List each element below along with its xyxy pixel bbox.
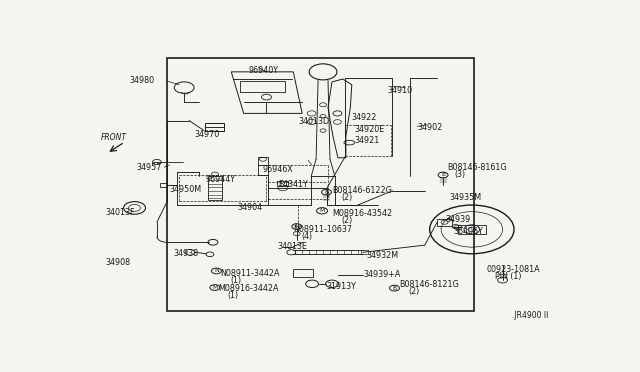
Text: B08146-6122G: B08146-6122G (332, 186, 392, 195)
Text: 34932M: 34932M (367, 251, 399, 260)
Text: 34013D: 34013D (298, 118, 330, 126)
Bar (240, 81, 285, 92)
Text: 34935M: 34935M (449, 193, 482, 202)
Text: (1): (1) (230, 276, 241, 285)
Text: M08916-43542: M08916-43542 (332, 209, 392, 218)
Text: (3): (3) (454, 170, 466, 179)
Text: 34921: 34921 (355, 136, 380, 145)
Bar (361, 250, 367, 254)
Bar (167, 58, 474, 311)
Text: 34938: 34938 (173, 249, 198, 258)
Text: M: M (212, 285, 218, 290)
Text: 34902: 34902 (417, 123, 442, 132)
Text: 34957: 34957 (136, 163, 161, 172)
Text: E4341Y: E4341Y (278, 180, 308, 189)
Text: (2): (2) (341, 193, 353, 202)
Text: N: N (294, 224, 299, 229)
Text: 34950M: 34950M (169, 185, 202, 194)
Bar (208, 176, 222, 200)
Text: (2): (2) (341, 216, 353, 225)
Text: 34910: 34910 (388, 86, 413, 95)
Bar (277, 181, 289, 186)
Text: 96940Y: 96940Y (249, 66, 278, 75)
Text: 34939: 34939 (445, 215, 470, 224)
Text: M: M (319, 208, 324, 213)
Text: N08911-10637: N08911-10637 (293, 225, 352, 234)
Text: 31913Y: 31913Y (326, 282, 356, 291)
Text: FRONT: FRONT (100, 133, 127, 142)
Text: 34013E: 34013E (277, 242, 307, 251)
Text: 00923-1081A: 00923-1081A (486, 265, 540, 274)
Bar (205, 122, 224, 131)
Text: (1): (1) (228, 291, 239, 300)
Text: 34970: 34970 (194, 130, 220, 140)
Text: 34904: 34904 (237, 203, 263, 212)
Text: 34980: 34980 (129, 76, 155, 85)
Text: (2): (2) (409, 287, 420, 296)
Bar (458, 225, 486, 234)
Text: 34013F: 34013F (106, 208, 135, 217)
Text: 96946X: 96946X (262, 165, 293, 174)
Text: B08146-8161G: B08146-8161G (447, 163, 507, 172)
Text: B08146-8121G: B08146-8121G (399, 280, 459, 289)
Text: 34920E: 34920E (355, 125, 385, 134)
Text: N08911-3442A: N08911-3442A (220, 269, 280, 278)
Text: 34922: 34922 (352, 113, 377, 122)
Text: M08916-3442A: M08916-3442A (218, 284, 278, 293)
Text: PIN (1): PIN (1) (495, 272, 522, 281)
Bar (257, 157, 269, 175)
Text: N: N (214, 269, 219, 273)
Bar (437, 219, 452, 226)
Bar (161, 183, 167, 187)
Text: B: B (441, 173, 445, 177)
Text: 34908: 34908 (106, 258, 131, 267)
Text: B: B (392, 286, 396, 291)
Text: B: B (324, 190, 328, 195)
Text: .JR4900 II: .JR4900 II (511, 311, 548, 320)
Text: 96944Y: 96944Y (205, 175, 236, 184)
Text: 36406Y: 36406Y (454, 227, 483, 236)
Text: (4): (4) (301, 232, 313, 241)
Text: 34939+A: 34939+A (364, 270, 401, 279)
